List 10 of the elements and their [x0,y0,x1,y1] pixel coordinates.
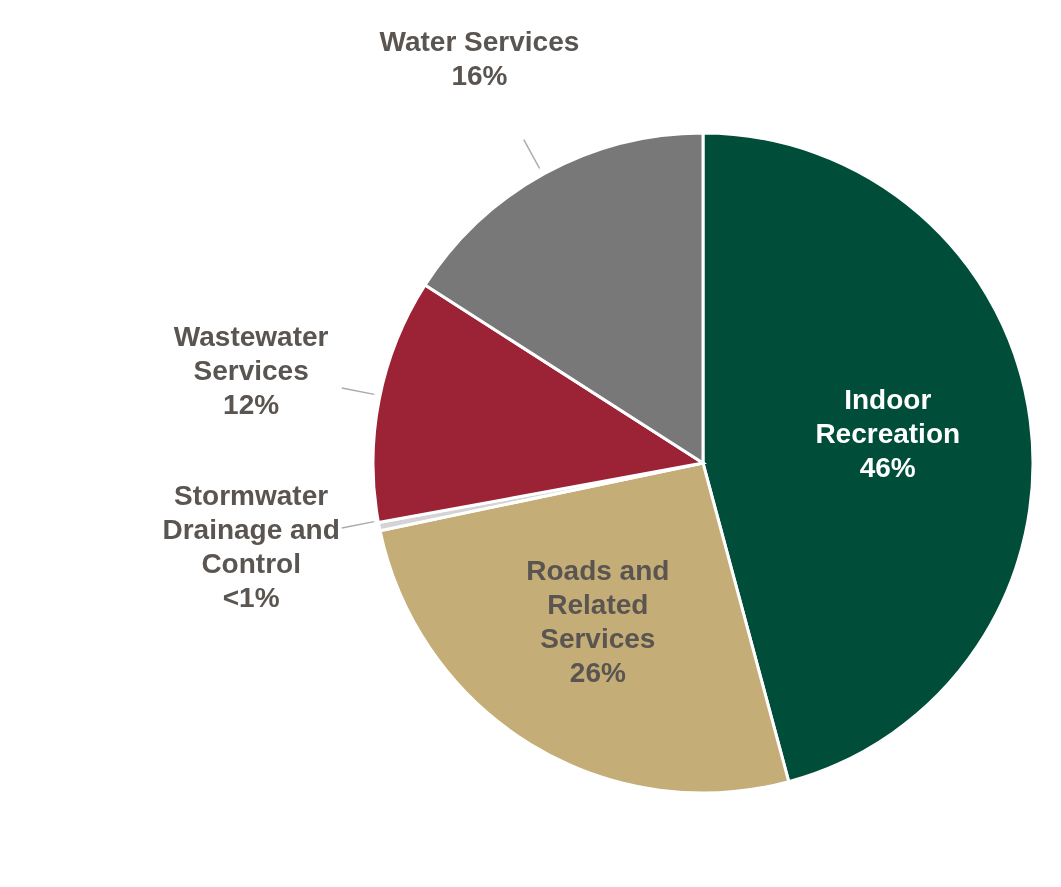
slice-label: Stormwater Drainage and Control [162,479,340,579]
data-label: 46% [859,451,916,483]
slice-label: Water Services [379,25,580,57]
data-label: 12% [223,388,280,420]
slice-label: Roads and Related Services [526,554,670,654]
slice-label: Wastewater Services [173,320,329,386]
slice-label: Indoor Recreation [815,383,961,449]
data-label: <1% [222,581,280,613]
data-label: 16% [451,59,508,91]
data-label: 26% [569,656,626,688]
